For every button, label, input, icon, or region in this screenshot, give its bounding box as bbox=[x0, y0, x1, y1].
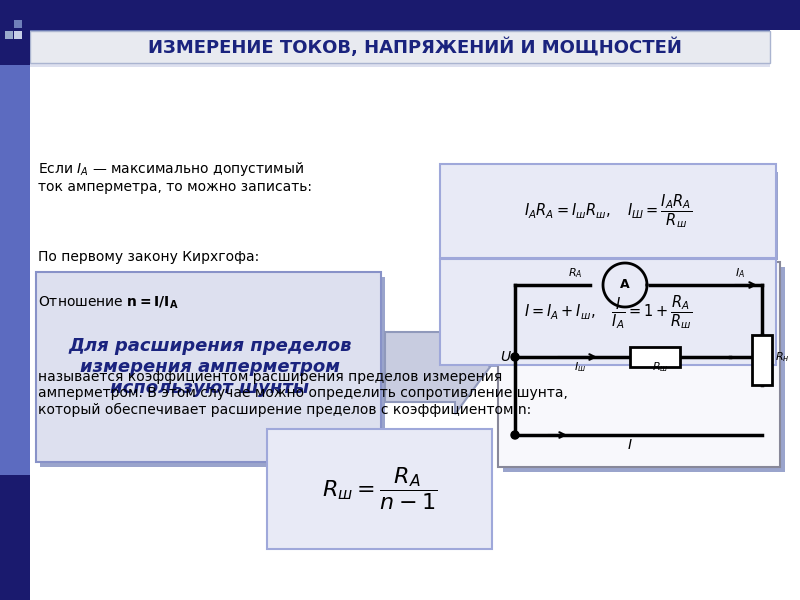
FancyBboxPatch shape bbox=[30, 31, 770, 63]
Text: A: A bbox=[620, 278, 630, 292]
Text: $I = I_A + I_{ш}, \quad \dfrac{I}{I_A} = 1 + \dfrac{R_A}{R_{ш}}$: $I = I_A + I_{ш}, \quad \dfrac{I}{I_A} =… bbox=[524, 293, 692, 331]
FancyBboxPatch shape bbox=[5, 31, 13, 39]
Text: $R_{ш}$: $R_{ш}$ bbox=[652, 360, 668, 374]
Text: $R_A$: $R_A$ bbox=[568, 266, 582, 280]
FancyBboxPatch shape bbox=[448, 267, 778, 367]
Text: Если $I_A$ — максимально допустимый
ток амперметра, то можно записать:: Если $I_A$ — максимально допустимый ток … bbox=[38, 160, 312, 194]
Text: $R_{н}$: $R_{н}$ bbox=[775, 350, 790, 364]
FancyBboxPatch shape bbox=[30, 47, 770, 54]
Text: $I_A R_A = I_{ш} R_{ш}, \quad I_{Ш} = \dfrac{I_A R_A}{R_{ш}}$: $I_A R_A = I_{ш} R_{ш}, \quad I_{Ш} = \d… bbox=[524, 192, 692, 230]
Polygon shape bbox=[385, 320, 490, 414]
Text: U: U bbox=[500, 350, 510, 364]
FancyBboxPatch shape bbox=[440, 259, 776, 365]
FancyBboxPatch shape bbox=[5, 20, 13, 28]
FancyBboxPatch shape bbox=[40, 277, 385, 467]
FancyBboxPatch shape bbox=[14, 20, 22, 28]
FancyBboxPatch shape bbox=[498, 262, 780, 467]
FancyBboxPatch shape bbox=[278, 440, 493, 550]
Text: $R_{ш} = \dfrac{R_A}{n-1}$: $R_{ш} = \dfrac{R_A}{n-1}$ bbox=[322, 466, 438, 512]
FancyBboxPatch shape bbox=[0, 0, 30, 600]
FancyBboxPatch shape bbox=[0, 0, 800, 30]
FancyBboxPatch shape bbox=[14, 31, 22, 39]
FancyBboxPatch shape bbox=[448, 172, 778, 260]
FancyBboxPatch shape bbox=[30, 30, 770, 38]
FancyBboxPatch shape bbox=[30, 38, 770, 46]
Text: По первому закону Кирхгофа:: По первому закону Кирхгофа: bbox=[38, 250, 259, 264]
Text: I: I bbox=[628, 438, 632, 452]
FancyBboxPatch shape bbox=[267, 429, 492, 549]
FancyBboxPatch shape bbox=[503, 267, 785, 472]
Text: называется коэффициентом расширения пределов измерения
амперметром. В этом случа: называется коэффициентом расширения пред… bbox=[38, 370, 568, 416]
FancyBboxPatch shape bbox=[440, 164, 776, 258]
Text: Отношение $\mathbf{n = I/I_A}$: Отношение $\mathbf{n = I/I_A}$ bbox=[38, 295, 178, 311]
Circle shape bbox=[511, 353, 519, 361]
Text: $I_{ш}$: $I_{ш}$ bbox=[574, 360, 586, 374]
Circle shape bbox=[511, 431, 519, 439]
FancyBboxPatch shape bbox=[30, 62, 770, 67]
Text: ИЗМЕРЕНИЕ ТОКОВ, НАПРЯЖЕНИЙ И МОЩНОСТЕЙ: ИЗМЕРЕНИЕ ТОКОВ, НАПРЯЖЕНИЙ И МОЩНОСТЕЙ bbox=[148, 37, 682, 57]
FancyBboxPatch shape bbox=[630, 347, 680, 367]
FancyBboxPatch shape bbox=[752, 335, 772, 385]
FancyBboxPatch shape bbox=[0, 65, 30, 475]
FancyBboxPatch shape bbox=[36, 272, 381, 462]
Text: $I_A$: $I_A$ bbox=[735, 266, 745, 280]
FancyBboxPatch shape bbox=[30, 55, 770, 61]
Text: Для расширения пределов
измерения амперметром
используют шунты: Для расширения пределов измерения амперм… bbox=[68, 337, 352, 397]
